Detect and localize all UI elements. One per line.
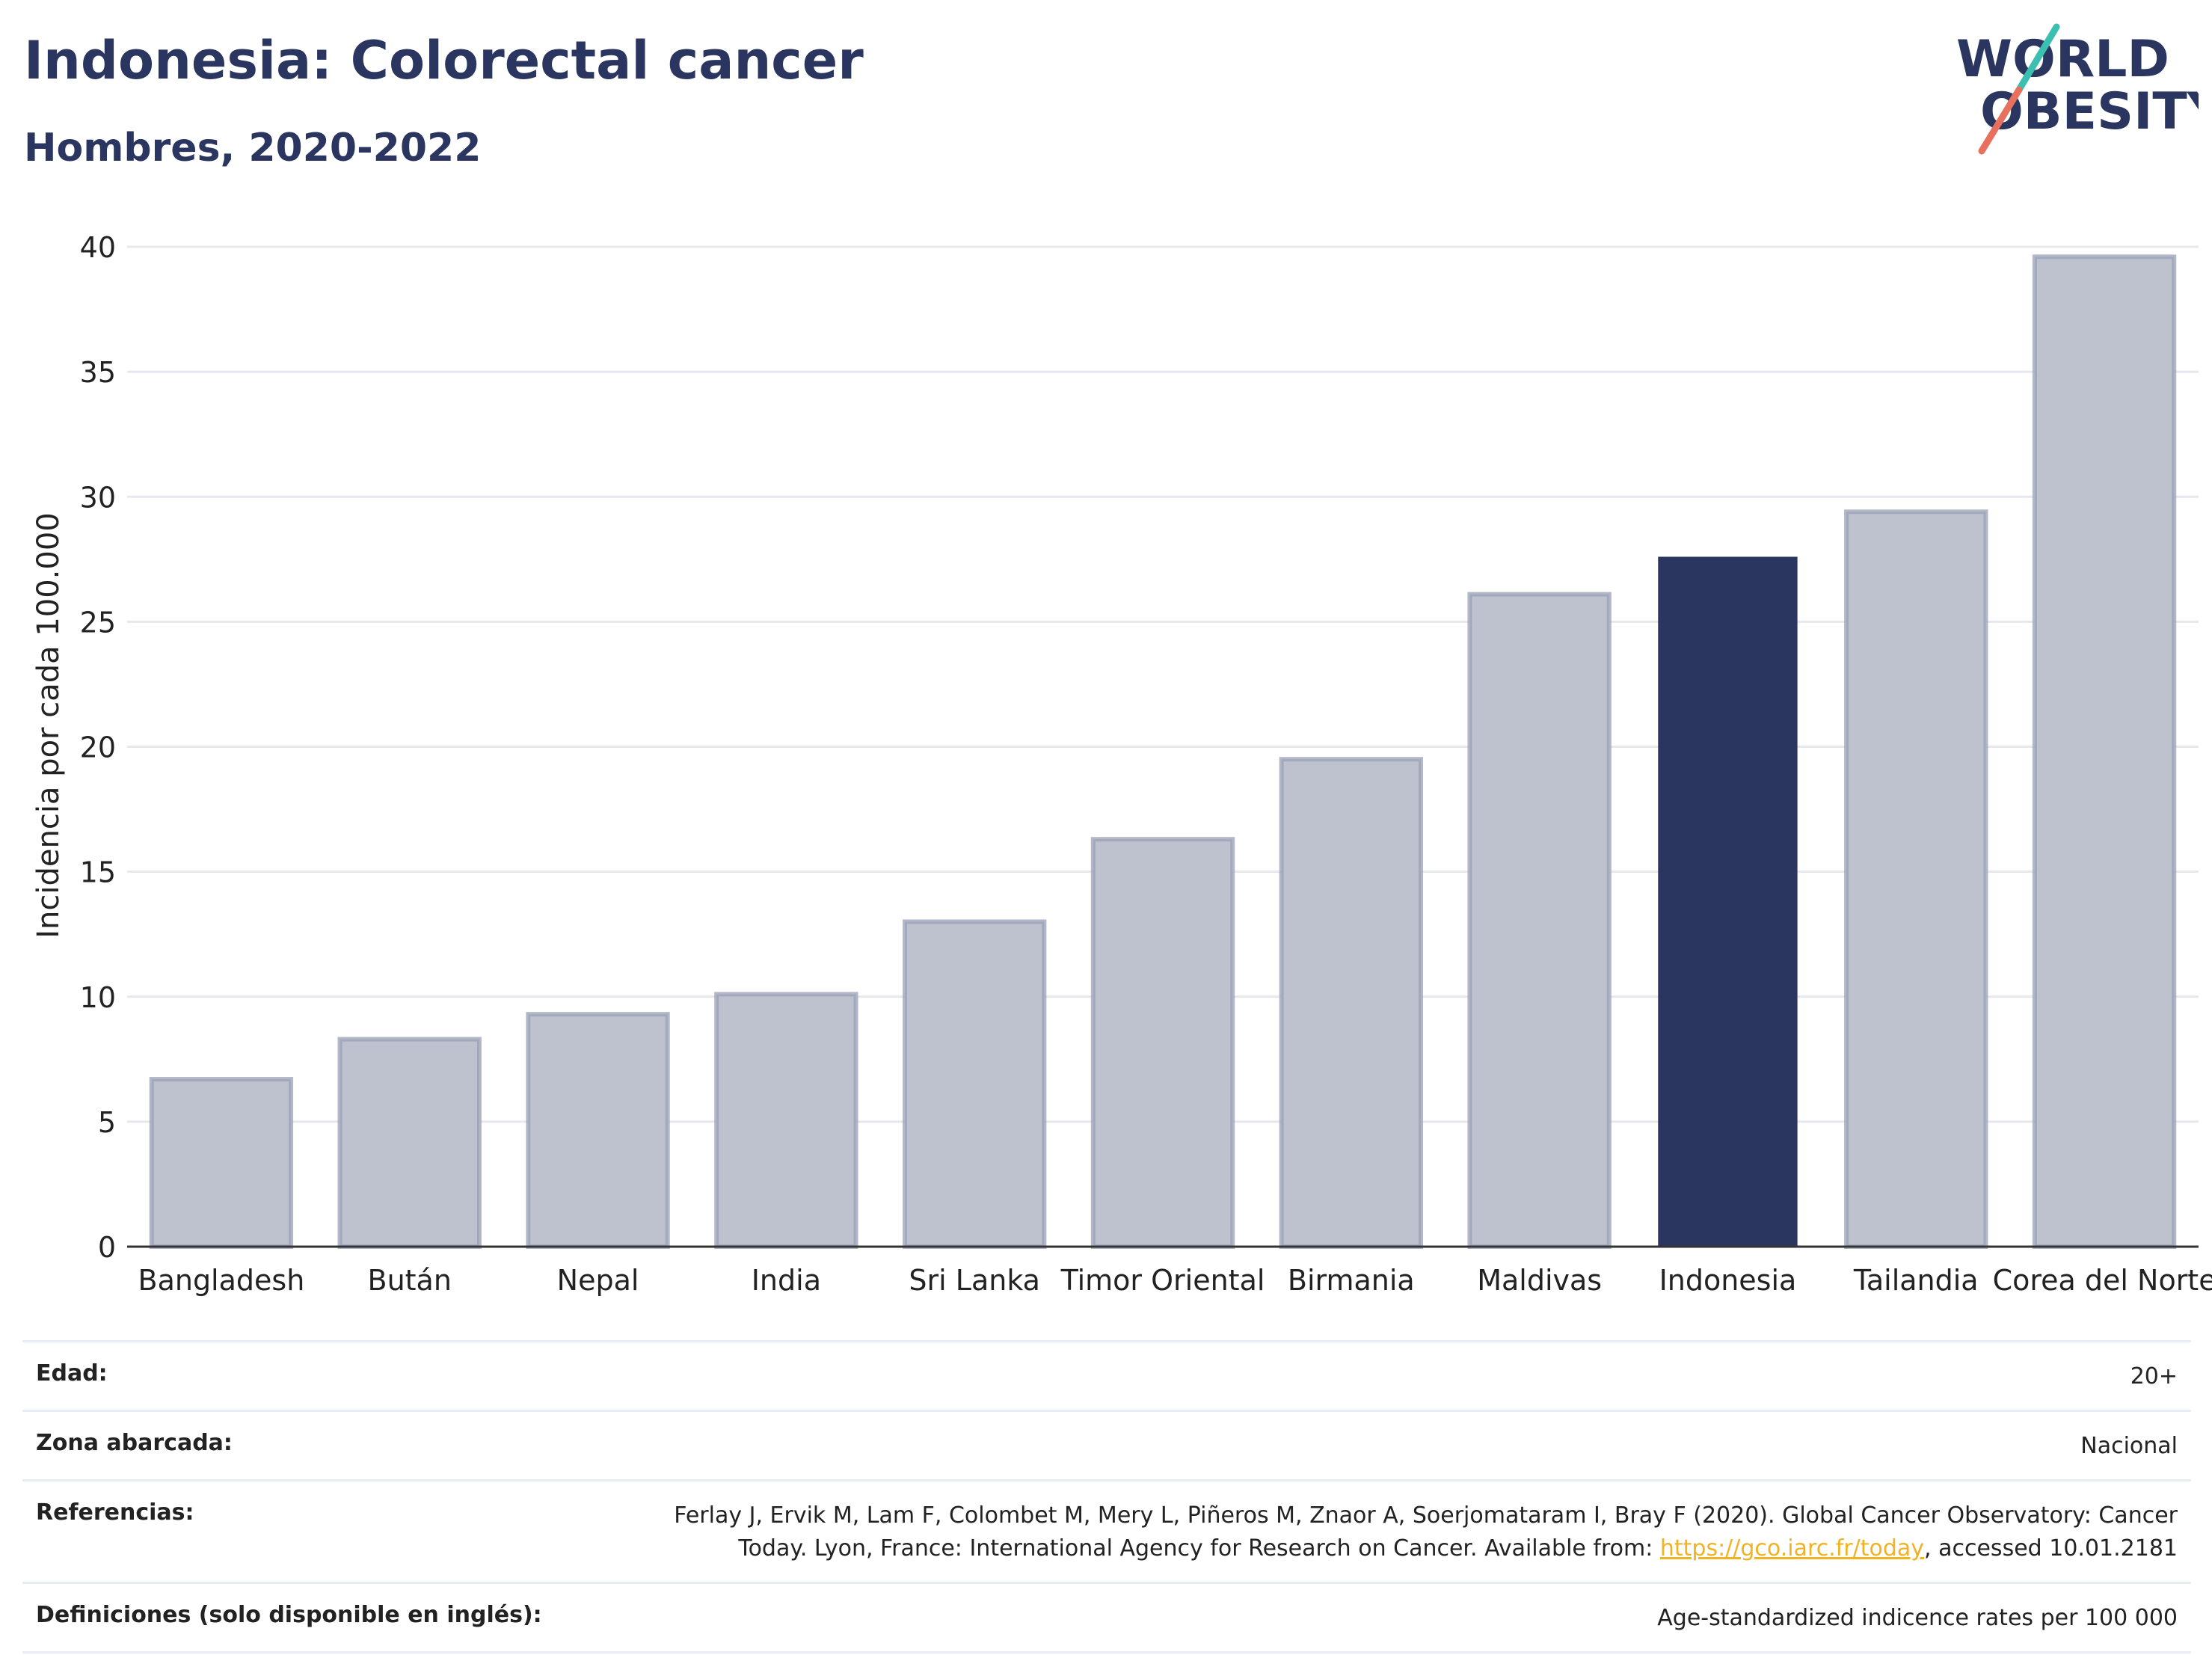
info-row-references: Referencias: Ferlay J, Ervik M, Lam F, C… <box>22 1479 2191 1582</box>
bar <box>526 1012 670 1249</box>
logo-text-world: WORLD <box>1956 30 2169 89</box>
definitions-label: Definiciones (solo disponible en inglés)… <box>36 1602 542 1628</box>
references-label: Referencias: <box>36 1499 194 1526</box>
y-tick-label: 40 <box>80 231 116 264</box>
info-row-definitions: Definiciones (solo disponible en inglés)… <box>22 1582 2191 1654</box>
world-obesity-logo: WORLD OBESITY <box>1956 23 2199 155</box>
bar <box>1844 509 1988 1249</box>
bar <box>1467 592 1612 1249</box>
zone-label: Zona abarcada: <box>36 1430 233 1456</box>
bar <box>1279 757 1423 1249</box>
age-value: 20+ <box>2130 1363 2178 1390</box>
y-tick-label: 10 <box>80 981 116 1014</box>
x-tick-label: Bután <box>368 1264 452 1297</box>
bar <box>149 1077 294 1249</box>
bar <box>337 1037 482 1249</box>
bar <box>714 992 858 1249</box>
axis-labels: 0 5 10 15 20 25 30 35 40 Bangladesh Bután Nepal Indi… <box>80 231 2212 1297</box>
x-tick-label: Maldivas <box>1477 1264 1602 1297</box>
logo-slash-coral <box>1978 86 2023 155</box>
bar <box>1090 837 1235 1249</box>
definitions-value: Age-standardized indicence rates per 100… <box>1657 1605 2178 1631</box>
info-row-age: Edad: 20+ <box>22 1340 2191 1410</box>
bar-chart: 0 5 10 15 20 25 30 35 40 Bangladesh Bután Nepal Indi… <box>31 231 2212 1297</box>
info-row-zone: Zona abarcada: Nacional <box>22 1410 2191 1479</box>
x-tick-label: Tailandia <box>1853 1264 1979 1297</box>
x-tick-label: Sri Lanka <box>909 1264 1040 1297</box>
y-tick-label: 0 <box>98 1231 116 1264</box>
chart-title: Indonesia: Colorectal cancer <box>24 30 864 91</box>
x-tick-label: Birmania <box>1288 1264 1415 1297</box>
x-tick-label: Corea del Norte <box>1993 1264 2212 1297</box>
references-value: Ferlay J, Ervik M, Lam F, Colombet M, Me… <box>674 1499 2178 1565</box>
y-tick-label: 5 <box>98 1106 116 1139</box>
references-line-1: Ferlay J, Ervik M, Lam F, Colombet M, Me… <box>674 1502 2178 1529</box>
y-axis-title: Incidencia por cada 100.000 <box>31 512 66 939</box>
x-tick-label: India <box>752 1264 821 1297</box>
age-label: Edad: <box>36 1360 108 1387</box>
x-tick-label: Timor Oriental <box>1060 1264 1265 1297</box>
x-tick-label: Bangladesh <box>138 1264 305 1297</box>
references-line-2-pre: Today. Lyon, France: International Agenc… <box>738 1535 1660 1562</box>
x-tick-label: Nepal <box>557 1264 639 1297</box>
bar <box>903 919 1047 1249</box>
references-link[interactable]: https://gco.iarc.fr/today <box>1659 1535 1925 1562</box>
bar <box>2032 254 2177 1249</box>
y-tick-label: 25 <box>80 606 116 639</box>
y-tick-label: 15 <box>80 856 116 889</box>
references-line-2-post: , accessed 10.01.2181 <box>1924 1535 2178 1562</box>
y-tick-label: 30 <box>80 481 116 514</box>
info-table: Edad: 20+ Zona abarcada: Nacional Refere… <box>22 1340 2191 1654</box>
y-tick-label: 20 <box>80 731 116 764</box>
y-tick-label: 35 <box>80 356 116 389</box>
bar-highlight <box>1658 556 1798 1247</box>
chart-subtitle: Hombres, 2020-2022 <box>24 126 482 171</box>
x-tick-label: Indonesia <box>1659 1264 1797 1297</box>
logo-slash-teal <box>2015 23 2060 93</box>
zone-value: Nacional <box>2080 1433 2178 1459</box>
bars <box>149 254 2177 1249</box>
